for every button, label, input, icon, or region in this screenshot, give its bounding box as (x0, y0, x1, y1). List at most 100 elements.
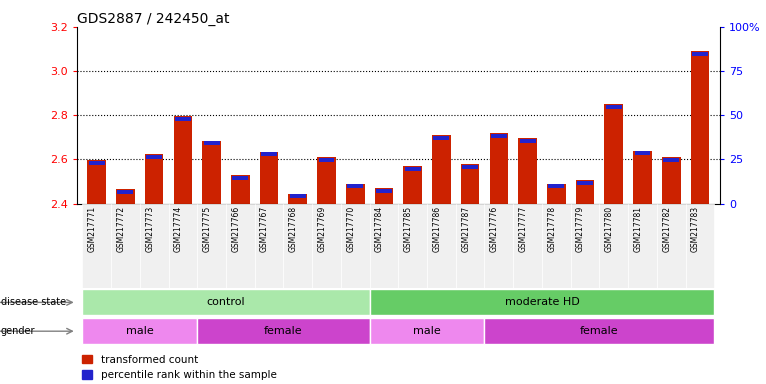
Bar (691, 51, 709, 204)
Text: gender: gender (1, 326, 35, 336)
FancyBboxPatch shape (542, 204, 571, 288)
FancyBboxPatch shape (341, 204, 370, 288)
Text: GSM217768: GSM217768 (289, 206, 298, 252)
Bar (289, 194, 307, 204)
FancyBboxPatch shape (427, 204, 456, 288)
FancyBboxPatch shape (83, 204, 111, 288)
Bar (117, 190, 133, 194)
FancyBboxPatch shape (140, 204, 169, 288)
Bar (231, 175, 250, 204)
Bar (87, 161, 106, 204)
Bar (663, 158, 679, 162)
Text: GSM217780: GSM217780 (605, 206, 614, 252)
Text: GSM217785: GSM217785 (404, 206, 413, 252)
Text: GDS2887 / 242450_at: GDS2887 / 242450_at (77, 12, 229, 26)
FancyBboxPatch shape (254, 204, 283, 288)
Text: GSM217784: GSM217784 (375, 206, 384, 252)
Bar (116, 189, 135, 204)
Bar (175, 117, 191, 121)
Text: male: male (413, 326, 441, 336)
Bar (576, 180, 594, 204)
Text: GSM217782: GSM217782 (663, 206, 671, 252)
FancyBboxPatch shape (313, 204, 341, 288)
Bar (290, 194, 306, 199)
Bar (317, 157, 336, 204)
FancyBboxPatch shape (370, 290, 714, 315)
Text: GSM217778: GSM217778 (548, 206, 556, 252)
Text: GSM217786: GSM217786 (433, 206, 441, 252)
Text: male: male (126, 326, 154, 336)
Text: disease state: disease state (1, 297, 66, 308)
FancyBboxPatch shape (456, 204, 485, 288)
FancyBboxPatch shape (571, 204, 599, 288)
Bar (461, 164, 480, 204)
Bar (633, 151, 652, 204)
Bar (519, 139, 535, 143)
Bar (404, 166, 422, 204)
Text: GSM217773: GSM217773 (146, 206, 154, 252)
Text: GSM217775: GSM217775 (203, 206, 211, 252)
Bar (376, 189, 392, 193)
FancyBboxPatch shape (599, 204, 628, 288)
Bar (634, 151, 650, 155)
Bar (346, 184, 365, 204)
Text: moderate HD: moderate HD (505, 297, 579, 308)
FancyBboxPatch shape (198, 318, 370, 344)
FancyBboxPatch shape (283, 204, 313, 288)
Bar (347, 184, 363, 189)
Bar (145, 154, 163, 204)
Bar (260, 152, 278, 204)
Text: female: female (580, 326, 619, 336)
Bar (491, 134, 507, 137)
Text: GSM217781: GSM217781 (633, 206, 643, 252)
FancyBboxPatch shape (485, 204, 513, 288)
Text: control: control (207, 297, 245, 308)
Bar (606, 105, 622, 109)
FancyBboxPatch shape (169, 204, 198, 288)
Text: female: female (264, 326, 303, 336)
Bar (174, 116, 192, 204)
Text: GSM217770: GSM217770 (346, 206, 355, 252)
FancyBboxPatch shape (226, 204, 254, 288)
Bar (232, 175, 248, 180)
FancyBboxPatch shape (370, 204, 398, 288)
FancyBboxPatch shape (398, 204, 427, 288)
FancyBboxPatch shape (686, 204, 714, 288)
Text: GSM217769: GSM217769 (318, 206, 326, 252)
Text: GSM217774: GSM217774 (174, 206, 183, 252)
Text: GSM217783: GSM217783 (691, 206, 700, 252)
Bar (319, 158, 335, 162)
Bar (202, 141, 221, 204)
Text: GSM217787: GSM217787 (461, 206, 470, 252)
FancyBboxPatch shape (111, 204, 140, 288)
Text: GSM217776: GSM217776 (490, 206, 499, 252)
FancyBboxPatch shape (198, 204, 226, 288)
Bar (577, 181, 593, 185)
Bar (548, 184, 565, 189)
Text: GSM217779: GSM217779 (576, 206, 585, 252)
Bar (261, 152, 277, 156)
FancyBboxPatch shape (83, 290, 370, 315)
Legend: transformed count, percentile rank within the sample: transformed count, percentile rank withi… (82, 355, 277, 380)
FancyBboxPatch shape (485, 318, 714, 344)
Bar (204, 141, 220, 146)
Text: GSM217772: GSM217772 (116, 206, 126, 252)
FancyBboxPatch shape (83, 318, 198, 344)
Bar (434, 136, 450, 140)
Bar (404, 167, 421, 171)
FancyBboxPatch shape (513, 204, 542, 288)
Bar (662, 157, 680, 204)
Text: GSM217777: GSM217777 (519, 206, 528, 252)
Bar (547, 184, 565, 204)
Bar (375, 188, 393, 204)
FancyBboxPatch shape (656, 204, 686, 288)
Bar (692, 52, 708, 56)
Bar (462, 165, 478, 169)
Bar (489, 133, 508, 204)
Bar (432, 135, 450, 204)
Bar (146, 155, 162, 159)
Bar (89, 161, 105, 165)
FancyBboxPatch shape (370, 318, 485, 344)
Bar (519, 138, 537, 204)
Text: GSM217766: GSM217766 (231, 206, 241, 252)
